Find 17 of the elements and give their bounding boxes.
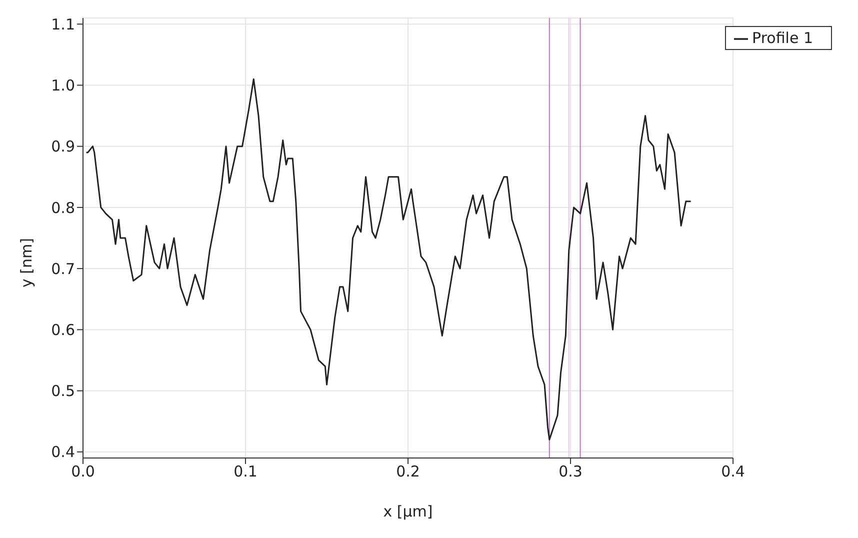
x-tick-label: 0.4 [721,462,745,481]
y-tick-label: 1.1 [51,15,75,34]
x-tick-label: 0.3 [558,462,582,481]
x-tick-label: 0.2 [396,462,420,481]
line-series [86,78,692,440]
x-axis-title: x [µm] [383,502,433,521]
y-tick-label: 0.7 [51,260,75,278]
legend-label: Profile 1 [752,29,813,47]
x-tick-label: 0.1 [234,462,258,481]
y-tick-label: 1.0 [51,76,75,95]
y-tick-label: 0.6 [51,320,75,339]
y-tick-label: 0.9 [51,138,75,156]
y-tick-label: 0.8 [51,198,75,217]
x-tick-label: 0.0 [71,462,95,481]
y-axis-title: y [nm] [17,238,36,288]
y-tick-label: 0.5 [51,382,75,400]
y-tick-label: 0.4 [51,443,75,462]
